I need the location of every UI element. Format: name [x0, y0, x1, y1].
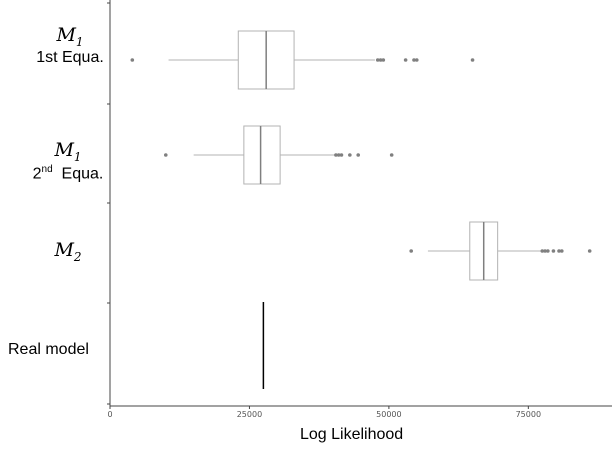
x-tick-label: 0	[107, 410, 112, 419]
outlier-point	[375, 58, 380, 62]
outlier-point	[414, 58, 419, 62]
label-m1-second-main: M	[54, 139, 74, 161]
outlier-point	[381, 58, 386, 62]
outlier-point	[339, 153, 344, 157]
outlier-point	[334, 153, 338, 157]
x-tick-label: 50000	[376, 410, 401, 419]
label-m1-second-equation: Equa.	[52, 165, 104, 183]
outlier-point	[378, 58, 383, 62]
label-m1-first-main: M	[56, 24, 76, 46]
category-label-m1-first: M1 1st Equa.	[20, 24, 120, 67]
label-m2-sub: 2	[73, 249, 82, 264]
category-label-m2: M2	[18, 239, 118, 264]
label-real-model: Real model	[8, 341, 89, 358]
box-m1_second	[163, 125, 394, 185]
outlier-point	[409, 249, 414, 253]
x-ticks: 0 25000 50000 75000	[107, 406, 541, 419]
outlier-point	[403, 58, 408, 62]
x-axis-title: Log Likelihood	[300, 426, 404, 443]
outlier-point	[546, 249, 550, 253]
iqr-box	[243, 125, 281, 185]
outlier-point	[336, 153, 341, 157]
label-m1-first-sub: 1	[75, 34, 84, 49]
x-tick-label: 75000	[516, 410, 541, 419]
label-m2-main: M	[54, 239, 74, 261]
box-m1_first	[130, 30, 475, 90]
outlier-point	[560, 249, 564, 253]
outlier-point	[130, 58, 135, 62]
category-label-real-model: Real model	[4, 341, 104, 359]
outlier-point	[163, 153, 168, 157]
category-label-m1-second: M1 2nd Equa.	[18, 139, 118, 183]
outlier-point	[557, 249, 561, 253]
axes	[107, 0, 612, 407]
boxes	[130, 30, 592, 389]
x-tick-label: 25000	[237, 410, 262, 419]
outlier-point	[551, 249, 556, 253]
box-m2	[409, 221, 592, 281]
outlier-point	[587, 249, 592, 253]
label-m1-second-sub: 1	[73, 149, 82, 164]
outlier-point	[543, 249, 547, 253]
outlier-point	[389, 153, 394, 157]
outlier-point	[348, 153, 352, 157]
outlier-point	[356, 153, 361, 157]
label-m1-second-ordinal: 2	[32, 165, 42, 183]
outlier-point	[470, 58, 475, 62]
label-m1-second-ordinal-sup: nd	[41, 163, 53, 175]
label-m1-first-equation: 1st Equa.	[36, 48, 104, 66]
outlier-point	[540, 249, 545, 253]
outlier-point	[412, 58, 416, 62]
